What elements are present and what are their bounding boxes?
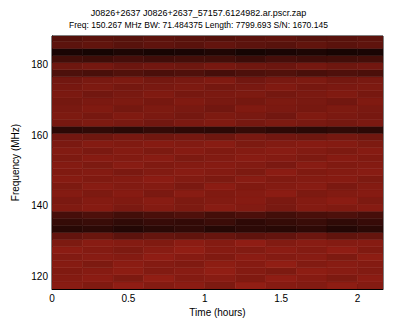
svg-text:180: 180 — [31, 59, 48, 70]
svg-text:J0826+2637 J0826+2637_57157.61: J0826+2637 J0826+2637_57157.6124982.ar.p… — [91, 8, 307, 18]
svg-text:140: 140 — [31, 200, 48, 211]
svg-text:Frequency (MHz): Frequency (MHz) — [10, 124, 21, 201]
svg-text:120: 120 — [31, 271, 48, 282]
svg-text:160: 160 — [31, 130, 48, 141]
svg-text:0: 0 — [49, 293, 55, 304]
svg-text:Time (hours): Time (hours) — [189, 307, 245, 318]
svg-text:1: 1 — [202, 293, 208, 304]
svg-text:0.5: 0.5 — [121, 293, 135, 304]
svg-text:2: 2 — [355, 293, 361, 304]
svg-text:Freq: 150.267 MHz BW: 71.48437: Freq: 150.267 MHz BW: 71.484375 Length: … — [69, 20, 328, 30]
svg-text:1.5: 1.5 — [274, 293, 288, 304]
